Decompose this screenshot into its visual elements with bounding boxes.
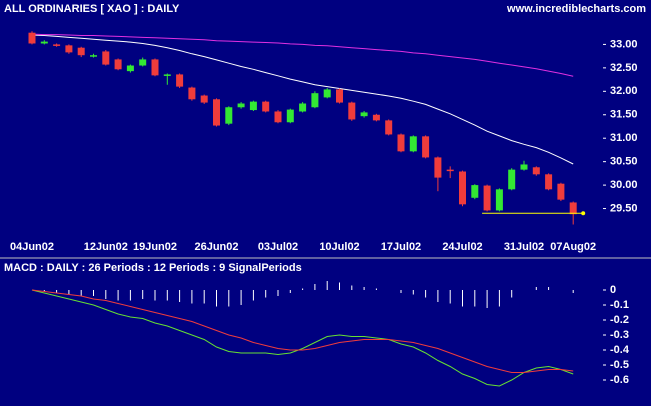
chart-title: ALL ORDINARIES [ XAO ] : DAILY xyxy=(4,3,180,15)
candle-body xyxy=(545,174,553,190)
candle-body xyxy=(557,183,565,200)
candle-body xyxy=(459,171,466,205)
candle-body xyxy=(53,44,61,46)
candle-body xyxy=(249,101,257,111)
x-tick-label: 12Jun02 xyxy=(84,241,128,253)
indicator-title: MACD : DAILY : 26 Periods : 12 Periods :… xyxy=(4,262,302,274)
source-label: www.incrediblecharts.com xyxy=(506,3,646,15)
candle-body xyxy=(532,167,540,175)
candle-body xyxy=(225,107,233,124)
y-tick-label: -0.2 xyxy=(610,314,629,326)
x-tick-label: 07Aug02 xyxy=(550,241,596,253)
y-tick-label: 32.00 xyxy=(610,85,638,97)
x-tick-label: 26Jun02 xyxy=(194,241,238,253)
x-tick-label: 31Jul02 xyxy=(504,241,544,253)
y-tick-label: -0.3 xyxy=(610,329,629,341)
moving-average-line xyxy=(31,34,574,165)
y-tick-label: 30.00 xyxy=(610,179,638,191)
candle-body xyxy=(508,169,516,190)
candle-body xyxy=(360,112,368,117)
x-tick-label: 04Jun02 xyxy=(10,241,54,253)
macd-line xyxy=(31,289,574,387)
candle-body xyxy=(446,169,454,172)
candle-body xyxy=(77,47,85,56)
candle-body xyxy=(434,157,442,178)
candle-body xyxy=(28,32,36,44)
candle-body xyxy=(323,89,331,98)
candle-body xyxy=(213,99,220,126)
candle-body xyxy=(40,41,48,44)
candle-body xyxy=(188,87,196,100)
y-tick-label: 29.50 xyxy=(610,202,638,214)
support-end-marker xyxy=(581,211,586,216)
y-tick-label: 31.00 xyxy=(610,132,638,144)
y-tick-label: 30.50 xyxy=(610,156,638,168)
macd-line xyxy=(31,289,574,373)
candle-body xyxy=(299,103,307,112)
candle-body xyxy=(483,185,491,211)
candle-body xyxy=(409,136,417,152)
y-tick-label: 31.50 xyxy=(610,109,638,121)
x-tick-label: 10Jul02 xyxy=(319,241,359,253)
y-tick-label: 32.50 xyxy=(610,62,638,74)
moving-average-line xyxy=(31,33,574,77)
y-tick-label: -0.1 xyxy=(610,299,629,311)
y-tick-label: -0.5 xyxy=(610,359,629,371)
candle-body xyxy=(163,74,171,76)
candle-body xyxy=(114,59,122,70)
x-tick-label: 17Jul02 xyxy=(381,241,421,253)
candle-body xyxy=(286,109,294,123)
candle-body xyxy=(274,111,282,123)
candle-body xyxy=(151,59,159,76)
candle-body xyxy=(385,120,393,135)
candle-body xyxy=(262,101,270,112)
candle-body xyxy=(422,136,430,158)
candle-body xyxy=(200,95,208,103)
x-tick-label: 19Jun02 xyxy=(133,241,177,253)
candle-body xyxy=(176,74,184,87)
candle-body xyxy=(495,189,503,211)
candle-body xyxy=(336,89,343,103)
candle-body xyxy=(569,202,577,215)
x-tick-label: 24Jul02 xyxy=(442,241,482,253)
candle-body xyxy=(139,59,147,66)
candle-body xyxy=(348,102,356,120)
candle-body xyxy=(237,103,245,108)
candle-body xyxy=(126,65,134,72)
candle-body xyxy=(102,51,110,65)
y-tick-label: 33.00 xyxy=(610,38,638,50)
y-tick-label: 0 xyxy=(610,284,616,296)
candle-body xyxy=(90,55,97,57)
candle-body xyxy=(471,185,479,198)
candle-body xyxy=(65,45,73,53)
candle-body xyxy=(311,93,319,108)
candle-body xyxy=(520,164,528,170)
candle-body xyxy=(372,114,380,121)
x-tick-label: 03Jul02 xyxy=(258,241,298,253)
y-tick-label: -0.6 xyxy=(610,374,629,386)
y-tick-label: -0.4 xyxy=(610,344,630,356)
candle-body xyxy=(397,134,405,152)
